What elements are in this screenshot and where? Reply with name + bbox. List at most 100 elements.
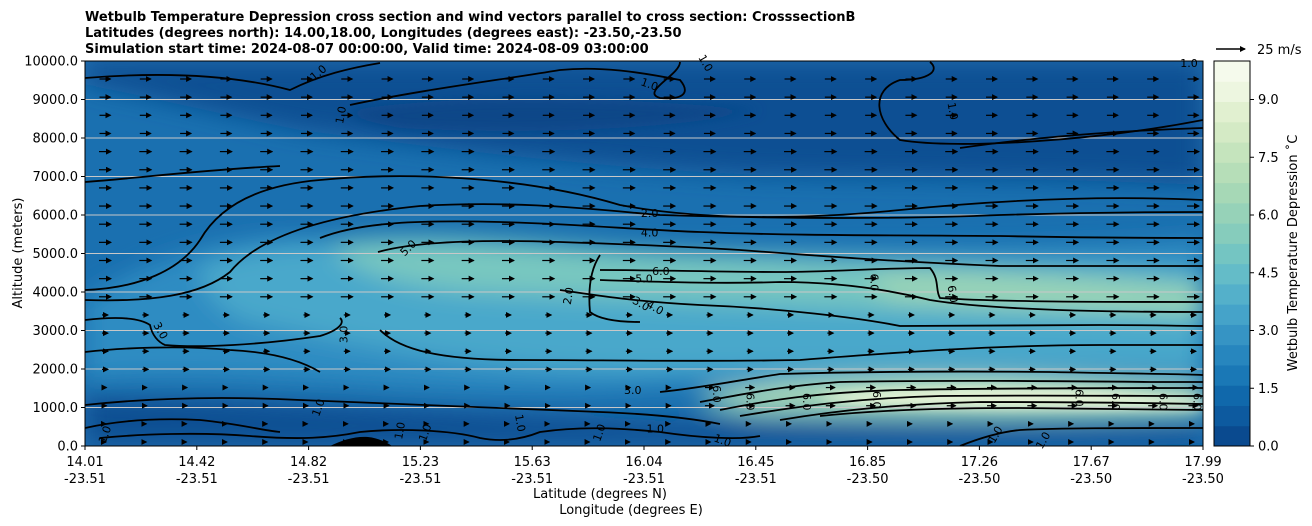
x-tick-label-lat: 14.42	[178, 455, 215, 470]
contour-label: 1.0	[590, 422, 608, 443]
colorbar-tick-label: 9.0	[1258, 93, 1279, 108]
x-tick-label-lat: 15.23	[402, 455, 439, 470]
contour-4	[319, 220, 1203, 239]
colorbar-segment	[1214, 304, 1250, 325]
contour-label-text: 1.0	[512, 413, 528, 432]
x-tick-label-lat: 16.45	[737, 455, 774, 470]
colorbar-tick-label: 6.0	[1258, 209, 1279, 224]
contour-label: 6.0	[744, 393, 757, 411]
contour-4-low	[699, 379, 1203, 403]
y-tick-label: 9000.0	[33, 93, 79, 108]
colorbar-tick-label: 0.0	[1258, 440, 1279, 455]
x-tick-label-lon: -23.50	[847, 472, 889, 487]
contour-label: 1.0	[96, 424, 114, 445]
colorbar-tick-label: 7.5	[1258, 151, 1279, 166]
contour-5b	[599, 279, 1203, 313]
contour-3a	[85, 203, 1203, 302]
contour-3b	[559, 289, 1203, 327]
colorbar-segment	[1214, 344, 1250, 366]
wind-key-label: 25 m/s	[1257, 43, 1302, 58]
contour-label-text: 1.0	[333, 105, 349, 124]
colorbar-segment	[1214, 142, 1250, 163]
contour-6	[599, 267, 1203, 303]
contour-label: 1.0	[310, 397, 328, 418]
x-tick-label-lat: 16.85	[849, 455, 886, 470]
contour-label: 1.0	[512, 413, 528, 432]
contour-label: 3.0	[624, 384, 642, 397]
colorbar-segment	[1214, 101, 1250, 123]
x-tick-label-lat: 16.04	[625, 455, 662, 470]
contour-label-text: 1.0	[712, 432, 733, 450]
contour-label: 1.0	[416, 422, 434, 443]
contour-label-text: 3.0	[337, 326, 350, 344]
colorbar-segment	[1214, 405, 1250, 427]
colorbar-segment	[1214, 182, 1250, 204]
x-tick-label-lon: -23.51	[288, 472, 330, 487]
contour-label: 1.0	[712, 432, 733, 450]
chart-title-line-1: Wetbulb Temperature Depression cross sec…	[85, 10, 855, 25]
x-tick-label-lon: -23.50	[958, 472, 1000, 487]
colorbar-segment	[1214, 61, 1250, 82]
contour-1-upper-right	[878, 61, 1203, 145]
y-tick-label: 10000.0	[24, 55, 78, 70]
contour-label-text: 6.0	[1157, 393, 1170, 411]
contour-label: 1.0	[646, 423, 664, 436]
contour-label-text: 6.0	[1109, 393, 1122, 411]
x-tick-label-lon: -23.51	[623, 472, 665, 487]
contour-label-text: 1.0	[392, 421, 408, 440]
contour-label: 1.0	[392, 421, 408, 440]
contour-label: 6.0	[652, 265, 670, 278]
x-axis: 14.01 -23.51 14.42 -23.51 14.82 -23.51 15.23 -2…	[64, 446, 1224, 487]
colorbar-segment	[1214, 202, 1250, 224]
contour-3-left	[85, 317, 343, 348]
contour-label: 1.0	[639, 75, 660, 93]
y-tick-label: 8000.0	[33, 132, 79, 147]
y-tick-label: 7000.0	[33, 170, 79, 185]
colorbar-segment	[1214, 385, 1250, 406]
contour-6-low	[739, 394, 1203, 417]
contour-label-text: 6.0	[744, 393, 757, 411]
contour-label-text: 1.0	[96, 424, 114, 445]
field-band-darkest-top	[350, 98, 760, 131]
contour-1-upper-left	[85, 62, 381, 91]
x-tick-label-lon: -23.51	[735, 472, 777, 487]
contour-label-text: 1.0	[639, 75, 660, 93]
contour-label-text: 1.0	[590, 422, 608, 443]
chart-title-line-3: Simulation start time: 2024-08-07 00:00:…	[85, 42, 649, 57]
contour-label-text: 5.0	[635, 273, 653, 286]
contour-label-text: 6.0	[652, 265, 670, 278]
contour-1-upper-mid	[349, 61, 686, 106]
y-tick-label: 4000.0	[33, 286, 79, 301]
contour-label-text: 6.0	[800, 393, 813, 411]
wind-vectors	[99, 76, 1200, 445]
contour-label-text: 1.0	[310, 397, 328, 418]
colorbar-segment	[1214, 425, 1250, 447]
x-axis-label-latitude: Latitude (degrees N)	[533, 487, 667, 502]
colorbar-label: Wetbulb Temperature Depression ˚C	[1285, 135, 1301, 372]
colorbar-segment	[1214, 243, 1250, 265]
contour-label-text: 4.0	[641, 226, 659, 239]
colorbar-frame	[1213, 60, 1251, 447]
colorbar-segment	[1214, 364, 1250, 386]
y-axis-label: Altitude (meters)	[11, 198, 26, 309]
contour-label: 6.0	[1109, 393, 1122, 411]
contour-label-text: 6.0	[1190, 393, 1203, 411]
contour-label: 2.0	[561, 286, 577, 305]
contour-7-low	[779, 401, 1203, 421]
y-tick-label: 3000.0	[33, 324, 79, 339]
contour-label-text: 6.0	[867, 274, 880, 292]
chart-title-line-2: Latitudes (degrees north): 14.00,18.00, …	[85, 26, 682, 41]
colorbar-segment	[1214, 283, 1250, 305]
x-tick-label-lat: 17.67	[1073, 455, 1110, 470]
x-axis-label-longitude: Longitude (degrees E)	[559, 503, 703, 518]
x-tick-label-lon: -23.51	[511, 472, 553, 487]
y-tick-label: 1000.0	[33, 401, 79, 416]
contour-label: 4.0	[641, 226, 659, 239]
contour-1-surface-c	[959, 427, 1203, 446]
contour-label-text: 6.0	[1072, 389, 1085, 407]
contour-label-text: 1.0	[646, 423, 664, 436]
contour-3-mid	[379, 329, 1203, 362]
x-tick-label-lon: -23.51	[176, 472, 218, 487]
contour-label: 6.0	[1157, 393, 1170, 411]
